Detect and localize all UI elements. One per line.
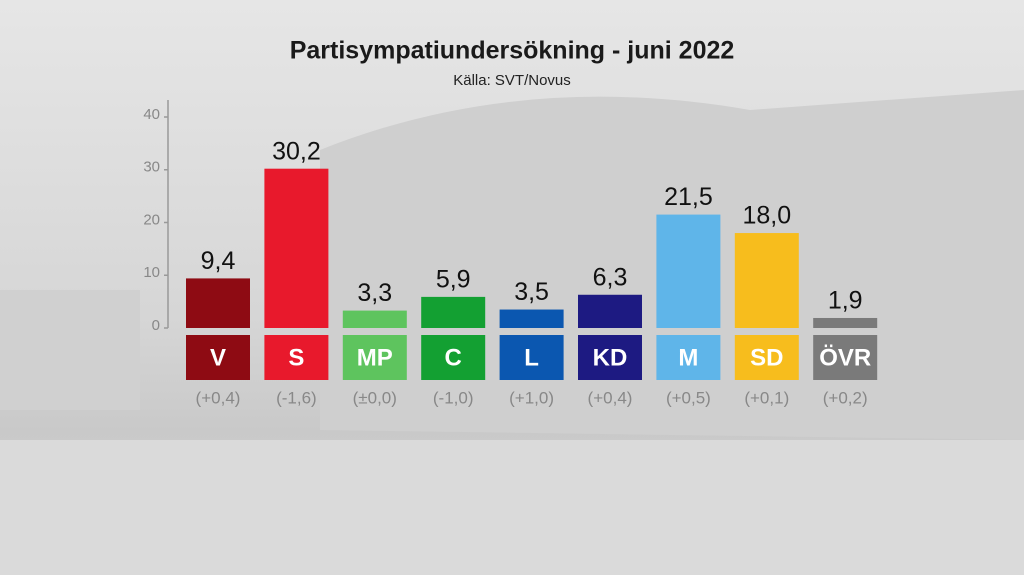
change-label: (+0,4) bbox=[196, 388, 241, 407]
party-box bbox=[342, 335, 407, 380]
chart-title: Partisympatiundersökning - juni 2022 bbox=[290, 37, 735, 65]
x-tick-label: ÖVR bbox=[819, 344, 871, 371]
party-box bbox=[264, 335, 329, 380]
x-tick-label: C bbox=[445, 344, 462, 371]
value-label: 6,3 bbox=[593, 263, 628, 291]
y-tick-label: 20 bbox=[143, 211, 160, 228]
y-tick-label: 30 bbox=[143, 159, 160, 176]
party-box bbox=[734, 335, 799, 380]
change-label: (+0,4) bbox=[588, 388, 633, 407]
bar bbox=[813, 317, 878, 328]
party-box bbox=[578, 335, 642, 380]
change-label: (-1,6) bbox=[276, 388, 317, 407]
x-tick-label: S bbox=[288, 344, 304, 371]
value-label: 18,0 bbox=[742, 202, 791, 230]
party-box bbox=[421, 335, 486, 380]
party-box bbox=[499, 335, 564, 380]
value-label: 9,4 bbox=[201, 247, 236, 275]
value-label: 3,3 bbox=[357, 279, 392, 307]
value-label: 21,5 bbox=[664, 183, 713, 211]
x-tick-label: MP bbox=[357, 344, 393, 371]
change-label: (+1,0) bbox=[509, 388, 554, 407]
party-box bbox=[186, 335, 250, 380]
party-box bbox=[813, 335, 878, 380]
bar bbox=[734, 233, 799, 328]
y-tick-label: 0 bbox=[152, 317, 160, 334]
bar bbox=[421, 296, 486, 328]
chart-subtitle: Källa: SVT/Novus bbox=[453, 72, 571, 89]
value-label: 30,2 bbox=[272, 137, 321, 165]
water bbox=[0, 440, 1024, 575]
value-label: 5,9 bbox=[436, 265, 471, 293]
change-label: (±0,0) bbox=[353, 388, 397, 407]
x-tick-label: V bbox=[210, 344, 226, 371]
change-label: (+0,2) bbox=[823, 388, 868, 407]
party-box bbox=[656, 335, 721, 380]
bar bbox=[578, 294, 642, 328]
change-label: (-1,0) bbox=[433, 388, 474, 407]
y-tick-label: 40 bbox=[143, 106, 160, 123]
building-left bbox=[0, 290, 140, 410]
x-tick-label: SD bbox=[750, 344, 783, 371]
x-tick-label: KD bbox=[593, 344, 628, 371]
bar bbox=[186, 278, 250, 328]
value-label: 3,5 bbox=[514, 278, 549, 306]
bar bbox=[656, 214, 721, 328]
change-label: (+0,5) bbox=[666, 388, 711, 407]
x-tick-label: M bbox=[678, 344, 698, 371]
value-label: 1,9 bbox=[828, 287, 863, 315]
bar bbox=[499, 309, 564, 328]
x-tick-label: L bbox=[524, 344, 539, 371]
bar bbox=[264, 168, 329, 328]
bar bbox=[342, 310, 407, 328]
y-tick-label: 10 bbox=[143, 264, 160, 281]
change-label: (+0,1) bbox=[744, 388, 789, 407]
